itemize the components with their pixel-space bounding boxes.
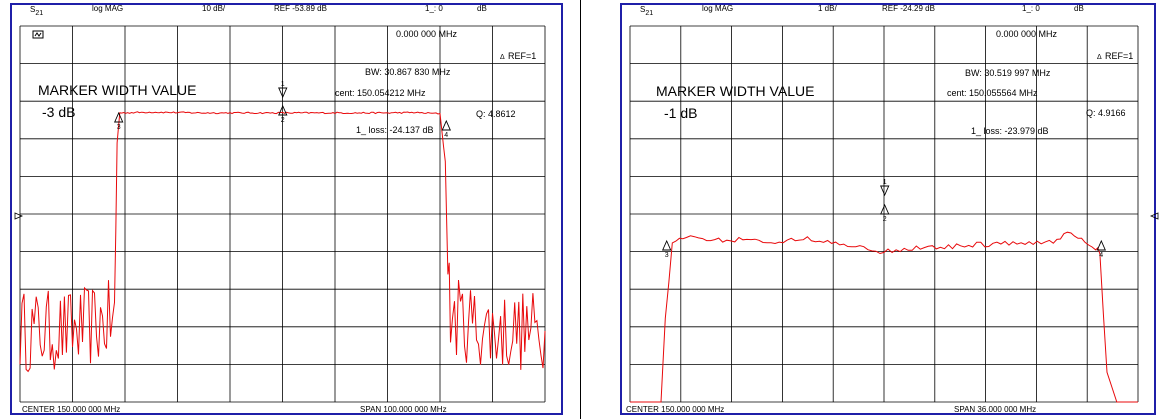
marker-1-glyph [880,185,890,197]
header-scale: 10 dB/ [202,4,226,13]
trace-line [19,111,546,373]
header-ref: REF -53.89 dB [274,4,327,13]
width-value: -3 dB [42,104,75,120]
chart-frame-left [10,3,563,415]
panel-divider [580,0,581,419]
ref-marker: REF=1 [1105,51,1133,61]
width-value: -1 dB [664,105,697,121]
bandwidth-readout: BW: 30.867 830 MHz [365,67,451,77]
marker-4-glyph [441,119,451,131]
marker-3: 3 [661,239,672,259]
marker-1-label: 1 [883,179,887,186]
marker-4-label: 4 [1099,252,1103,259]
chart-left: S21 log MAG 10 dB/ REF -53.89 dB 1_: 0 d… [14,4,546,414]
ref-delta-glyph: Δ [500,54,505,61]
header-unit: dB [477,4,487,13]
chart-frame-right [620,3,1156,415]
marker-frequency: 0.000 000 MHz [996,29,1058,39]
header-format: log MAG [702,4,733,13]
span-label: SPAN 36.000 000 MHz [954,405,1036,414]
marker-1-glyph [278,87,288,99]
q-readout: Q: 4.8612 [476,109,516,119]
chart-right: S21 log MAG 1 dB/ REF -24.29 dB 1_: 0 dB… [626,4,1159,414]
marker-width-title: MARKER WIDTH VALUE [656,83,814,99]
loss-readout: 1_ loss: -23.979 dB [971,126,1049,136]
marker-1: 1 [880,179,890,197]
marker-set: 3 1 2 4 [114,81,451,139]
marker-2-glyph [278,104,288,116]
q-readout: Q: 4.9166 [1086,108,1126,118]
header-marker: 1_: 0 [1022,4,1040,13]
marker-4-glyph [1096,239,1107,251]
marker-4: 4 [1096,239,1107,259]
header-param: S21 [640,5,653,17]
marker-2-label: 2 [883,216,887,223]
loss-readout: 1_ loss: -24.137 dB [356,125,434,135]
marker-2-glyph [880,203,890,215]
span-label: SPAN 100.000 000 MHz [360,405,447,414]
marker-4: 4 [441,119,451,139]
marker-2: 2 [278,104,288,124]
header-scale: 1 dB/ [818,4,837,13]
marker-3-label: 3 [665,252,669,259]
header-param: S21 [30,5,43,17]
ref-delta-glyph: Δ [1097,54,1102,61]
marker-3-label: 3 [117,124,121,131]
marker-width-title: MARKER WIDTH VALUE [38,82,196,98]
marker-4-label: 4 [444,132,448,139]
center-label: CENTER 150.000 000 MHz [22,405,120,414]
marker-3: 3 [114,111,124,131]
header-marker: 1_: 0 [425,4,443,13]
trace-line [630,231,1138,403]
panel-right: S21 log MAG 1 dB/ REF -24.29 dB 1_: 0 dB… [582,0,1164,419]
ref-level-arrow [1149,212,1159,220]
header-format: log MAG [92,4,123,13]
marker-set: 3 1 2 4 [661,179,1107,259]
marker-3-glyph [114,111,124,123]
header-unit: dB [1074,4,1084,13]
bandwidth-readout: BW: 30.519 997 MHz [965,68,1051,78]
marker-1: 1 [278,81,288,99]
trace-icon [32,30,44,39]
marker-1-label: 1 [281,81,285,88]
header-ref: REF -24.29 dB [882,4,935,13]
marker-2: 2 [880,203,890,223]
center-readout: cent: 150.055564 MHz [947,88,1038,98]
center-label: CENTER 150.000 000 MHz [626,405,724,414]
center-readout: cent: 150.054212 MHz [335,88,426,98]
marker-2-label: 2 [281,117,285,124]
ref-marker: REF=1 [508,51,536,61]
ref-level-arrow [14,212,24,220]
marker-3-glyph [661,239,672,251]
marker-frequency: 0.000 000 MHz [396,29,458,39]
panel-left: S21 log MAG 10 dB/ REF -53.89 dB 1_: 0 d… [10,3,563,415]
